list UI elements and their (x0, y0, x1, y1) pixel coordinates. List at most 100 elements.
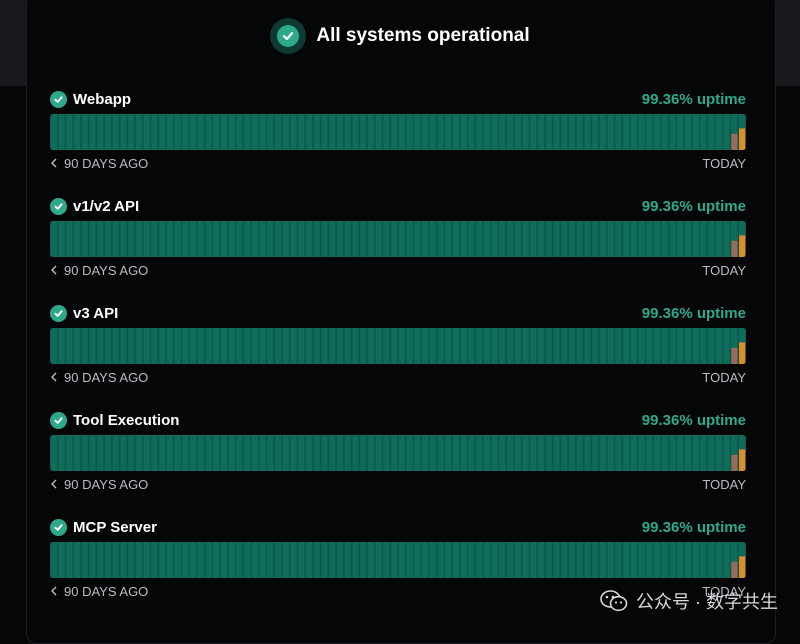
incident-day-segment[interactable] (731, 348, 737, 364)
uptime-day-segment[interactable] (345, 542, 351, 578)
uptime-day-segment[interactable] (422, 114, 428, 150)
uptime-day-segment[interactable] (700, 328, 706, 364)
uptime-day-segment[interactable] (321, 328, 327, 364)
uptime-day-segment[interactable] (399, 328, 405, 364)
uptime-day-segment[interactable] (236, 435, 242, 471)
chevron-left-icon[interactable] (50, 372, 58, 382)
uptime-day-segment[interactable] (662, 328, 668, 364)
uptime-day-segment[interactable] (97, 328, 103, 364)
uptime-day-segment[interactable] (74, 542, 80, 578)
uptime-day-segment[interactable] (693, 114, 699, 150)
uptime-day-segment[interactable] (445, 221, 451, 257)
uptime-day-segment[interactable] (685, 328, 691, 364)
uptime-day-segment[interactable] (190, 114, 196, 150)
uptime-day-segment[interactable] (646, 542, 652, 578)
uptime-day-segment[interactable] (360, 542, 366, 578)
uptime-day-segment[interactable] (368, 328, 374, 364)
uptime-day-segment[interactable] (306, 328, 312, 364)
uptime-day-segment[interactable] (267, 542, 273, 578)
uptime-day-segment[interactable] (437, 435, 443, 471)
uptime-day-segment[interactable] (608, 114, 614, 150)
uptime-day-segment[interactable] (74, 114, 80, 150)
uptime-day-segment[interactable] (182, 114, 188, 150)
uptime-day-segment[interactable] (89, 328, 95, 364)
uptime-day-segment[interactable] (236, 114, 242, 150)
uptime-day-segment[interactable] (82, 221, 88, 257)
uptime-day-segment[interactable] (244, 328, 250, 364)
uptime-day-segment[interactable] (476, 114, 482, 150)
uptime-day-segment[interactable] (283, 542, 289, 578)
uptime-day-segment[interactable] (51, 221, 57, 257)
uptime-day-segment[interactable] (561, 328, 567, 364)
uptime-day-segment[interactable] (159, 114, 165, 150)
uptime-day-segment[interactable] (144, 221, 150, 257)
uptime-day-segment[interactable] (352, 328, 358, 364)
uptime-day-segment[interactable] (198, 114, 204, 150)
uptime-day-segment[interactable] (600, 114, 606, 150)
uptime-day-segment[interactable] (198, 435, 204, 471)
incident-day-segment[interactable] (739, 556, 745, 578)
uptime-day-segment[interactable] (314, 435, 320, 471)
uptime-day-segment[interactable] (128, 328, 134, 364)
uptime-day-segment[interactable] (113, 328, 119, 364)
uptime-day-segment[interactable] (97, 542, 103, 578)
uptime-day-segment[interactable] (538, 542, 544, 578)
uptime-day-segment[interactable] (577, 542, 583, 578)
uptime-day-segment[interactable] (105, 221, 111, 257)
uptime-day-segment[interactable] (716, 221, 722, 257)
uptime-day-segment[interactable] (437, 221, 443, 257)
uptime-day-segment[interactable] (530, 114, 536, 150)
uptime-day-segment[interactable] (298, 114, 304, 150)
uptime-day-segment[interactable] (584, 114, 590, 150)
uptime-day-segment[interactable] (314, 114, 320, 150)
uptime-day-segment[interactable] (523, 435, 529, 471)
uptime-day-segment[interactable] (499, 114, 505, 150)
uptime-day-segment[interactable] (97, 221, 103, 257)
uptime-day-segment[interactable] (283, 221, 289, 257)
uptime-day-segment[interactable] (414, 221, 420, 257)
uptime-day-segment[interactable] (546, 542, 552, 578)
uptime-day-segment[interactable] (407, 221, 413, 257)
uptime-day-segment[interactable] (128, 542, 134, 578)
uptime-day-segment[interactable] (267, 221, 273, 257)
uptime-day-segment[interactable] (89, 435, 95, 471)
uptime-day-segment[interactable] (82, 328, 88, 364)
uptime-day-segment[interactable] (430, 221, 436, 257)
uptime-day-segment[interactable] (716, 114, 722, 150)
uptime-day-segment[interactable] (128, 114, 134, 150)
uptime-day-segment[interactable] (561, 221, 567, 257)
uptime-day-segment[interactable] (430, 435, 436, 471)
uptime-day-segment[interactable] (422, 542, 428, 578)
uptime-day-segment[interactable] (198, 221, 204, 257)
uptime-day-segment[interactable] (337, 221, 343, 257)
uptime-day-segment[interactable] (136, 328, 142, 364)
uptime-day-segment[interactable] (229, 114, 235, 150)
incident-day-segment[interactable] (739, 449, 745, 471)
uptime-day-segment[interactable] (291, 435, 297, 471)
uptime-day-segment[interactable] (59, 328, 65, 364)
uptime-day-segment[interactable] (283, 328, 289, 364)
uptime-day-segment[interactable] (205, 435, 211, 471)
uptime-day-segment[interactable] (391, 328, 397, 364)
uptime-day-segment[interactable] (592, 435, 598, 471)
uptime-day-segment[interactable] (484, 435, 490, 471)
uptime-day-segment[interactable] (105, 542, 111, 578)
uptime-day-segment[interactable] (383, 328, 389, 364)
uptime-day-segment[interactable] (492, 114, 498, 150)
uptime-day-segment[interactable] (546, 435, 552, 471)
uptime-day-segment[interactable] (213, 435, 219, 471)
uptime-day-segment[interactable] (113, 114, 119, 150)
uptime-day-segment[interactable] (221, 435, 227, 471)
uptime-day-segment[interactable] (205, 328, 211, 364)
uptime-day-segment[interactable] (260, 328, 266, 364)
incident-day-segment[interactable] (739, 235, 745, 257)
uptime-day-segment[interactable] (639, 435, 645, 471)
uptime-day-segment[interactable] (631, 542, 637, 578)
uptime-day-segment[interactable] (182, 328, 188, 364)
uptime-day-segment[interactable] (700, 542, 706, 578)
uptime-day-segment[interactable] (113, 221, 119, 257)
uptime-day-segment[interactable] (329, 435, 335, 471)
uptime-day-segment[interactable] (639, 221, 645, 257)
uptime-day-segment[interactable] (321, 114, 327, 150)
uptime-day-segment[interactable] (523, 114, 529, 150)
